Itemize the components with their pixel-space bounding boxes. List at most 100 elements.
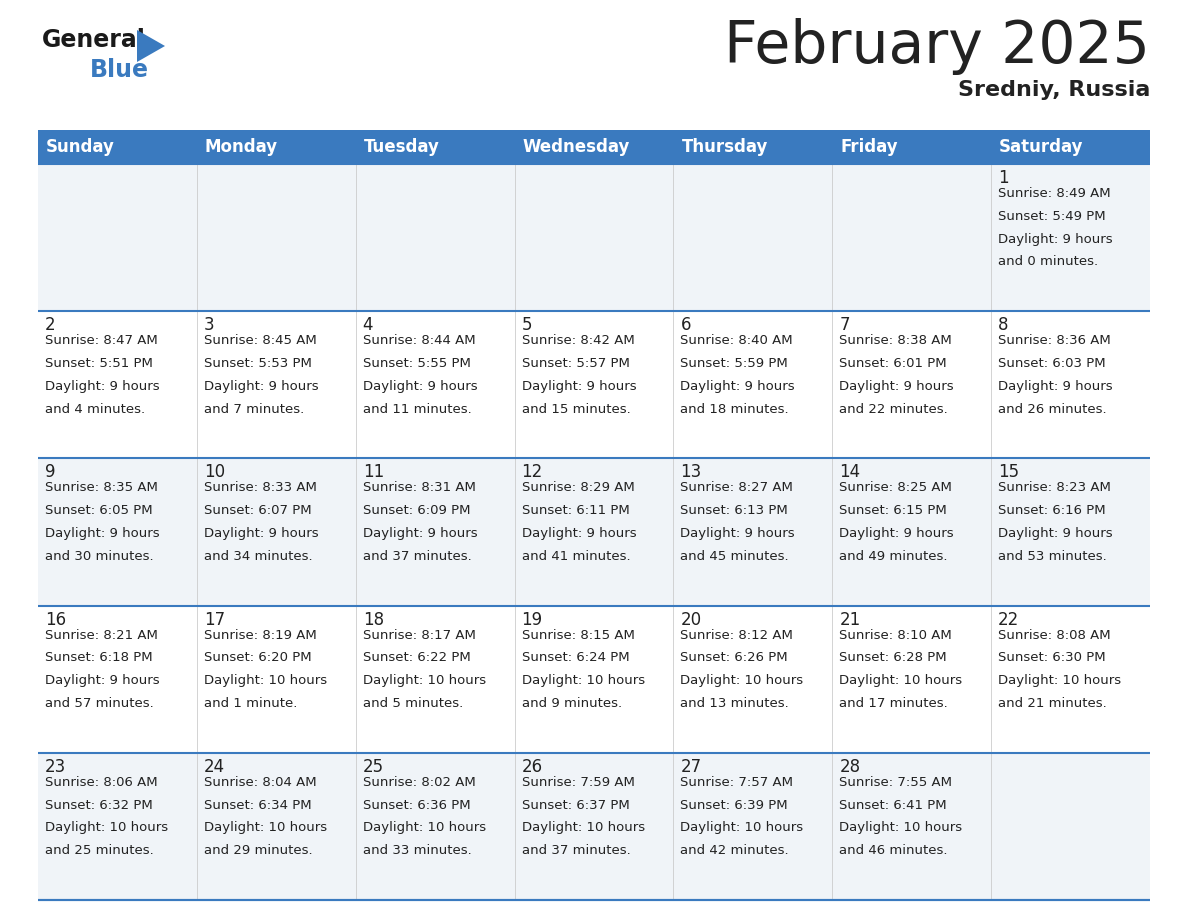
Text: Sunrise: 8:21 AM: Sunrise: 8:21 AM [45,629,158,642]
Text: Sunset: 6:36 PM: Sunset: 6:36 PM [362,799,470,812]
Text: Sunset: 6:15 PM: Sunset: 6:15 PM [839,504,947,517]
Text: and 17 minutes.: and 17 minutes. [839,697,948,710]
Text: Daylight: 10 hours: Daylight: 10 hours [681,674,803,688]
Text: Sredniy, Russia: Sredniy, Russia [958,80,1150,100]
Text: Sunset: 6:09 PM: Sunset: 6:09 PM [362,504,470,517]
Text: 20: 20 [681,610,702,629]
Text: Sunrise: 8:08 AM: Sunrise: 8:08 AM [998,629,1111,642]
Text: Sunrise: 8:49 AM: Sunrise: 8:49 AM [998,187,1111,200]
Text: and 33 minutes.: and 33 minutes. [362,845,472,857]
Text: Sunrise: 8:35 AM: Sunrise: 8:35 AM [45,481,158,495]
Text: Daylight: 9 hours: Daylight: 9 hours [522,527,637,540]
Text: and 49 minutes.: and 49 minutes. [839,550,948,563]
Text: and 42 minutes.: and 42 minutes. [681,845,789,857]
Text: Daylight: 10 hours: Daylight: 10 hours [522,822,645,834]
Text: and 9 minutes.: and 9 minutes. [522,697,621,710]
Text: Sunset: 6:13 PM: Sunset: 6:13 PM [681,504,788,517]
Text: Sunset: 5:49 PM: Sunset: 5:49 PM [998,210,1106,223]
Text: 22: 22 [998,610,1019,629]
Text: 11: 11 [362,464,384,481]
Polygon shape [137,30,165,62]
Text: 25: 25 [362,757,384,776]
Text: Daylight: 9 hours: Daylight: 9 hours [45,527,159,540]
Text: and 46 minutes.: and 46 minutes. [839,845,948,857]
Text: Sunrise: 8:25 AM: Sunrise: 8:25 AM [839,481,952,495]
Text: Sunset: 6:28 PM: Sunset: 6:28 PM [839,652,947,665]
Text: Sunset: 6:22 PM: Sunset: 6:22 PM [362,652,470,665]
Text: 17: 17 [204,610,225,629]
Text: Daylight: 10 hours: Daylight: 10 hours [839,822,962,834]
Bar [38,606,1150,753]
Text: Sunrise: 8:02 AM: Sunrise: 8:02 AM [362,776,475,789]
Text: Thursday: Thursday [682,138,767,156]
Text: Saturday: Saturday [999,138,1083,156]
Text: Sunrise: 8:36 AM: Sunrise: 8:36 AM [998,334,1111,347]
Text: Sunrise: 8:12 AM: Sunrise: 8:12 AM [681,629,794,642]
Text: Daylight: 9 hours: Daylight: 9 hours [362,380,478,393]
Text: Sunset: 6:16 PM: Sunset: 6:16 PM [998,504,1106,517]
Text: 13: 13 [681,464,702,481]
Text: Sunrise: 8:06 AM: Sunrise: 8:06 AM [45,776,158,789]
Text: Sunset: 5:57 PM: Sunset: 5:57 PM [522,357,630,370]
Text: Daylight: 9 hours: Daylight: 9 hours [362,527,478,540]
Text: Sunset: 5:55 PM: Sunset: 5:55 PM [362,357,470,370]
Text: Sunrise: 8:29 AM: Sunrise: 8:29 AM [522,481,634,495]
Text: February 2025: February 2025 [725,18,1150,75]
Text: Sunrise: 8:04 AM: Sunrise: 8:04 AM [204,776,316,789]
Text: 24: 24 [204,757,225,776]
Text: Sunset: 6:03 PM: Sunset: 6:03 PM [998,357,1106,370]
Text: Sunset: 6:11 PM: Sunset: 6:11 PM [522,504,630,517]
Bar [38,311,1150,458]
Text: 12: 12 [522,464,543,481]
Text: 18: 18 [362,610,384,629]
Text: Sunrise: 8:23 AM: Sunrise: 8:23 AM [998,481,1111,495]
Text: Sunrise: 8:10 AM: Sunrise: 8:10 AM [839,629,952,642]
Text: Daylight: 10 hours: Daylight: 10 hours [522,674,645,688]
Text: 26: 26 [522,757,543,776]
Text: Daylight: 9 hours: Daylight: 9 hours [45,380,159,393]
Text: Sunset: 6:34 PM: Sunset: 6:34 PM [204,799,311,812]
Text: Daylight: 10 hours: Daylight: 10 hours [839,674,962,688]
Text: Friday: Friday [840,138,898,156]
Text: 16: 16 [45,610,67,629]
Text: 8: 8 [998,316,1009,334]
Text: Sunrise: 8:45 AM: Sunrise: 8:45 AM [204,334,317,347]
Text: Sunset: 5:59 PM: Sunset: 5:59 PM [681,357,788,370]
Text: Daylight: 9 hours: Daylight: 9 hours [681,527,795,540]
Text: Sunrise: 7:57 AM: Sunrise: 7:57 AM [681,776,794,789]
Text: and 18 minutes.: and 18 minutes. [681,403,789,416]
Text: Sunrise: 7:55 AM: Sunrise: 7:55 AM [839,776,953,789]
Text: and 11 minutes.: and 11 minutes. [362,403,472,416]
Text: and 4 minutes.: and 4 minutes. [45,403,145,416]
Text: Daylight: 10 hours: Daylight: 10 hours [204,822,327,834]
Text: Daylight: 10 hours: Daylight: 10 hours [681,822,803,834]
Text: 19: 19 [522,610,543,629]
Text: Daylight: 10 hours: Daylight: 10 hours [998,674,1121,688]
Text: Sunset: 6:24 PM: Sunset: 6:24 PM [522,652,630,665]
Text: Wednesday: Wednesday [523,138,630,156]
Text: Blue: Blue [90,58,148,82]
Text: Sunrise: 7:59 AM: Sunrise: 7:59 AM [522,776,634,789]
Text: 23: 23 [45,757,67,776]
Text: and 41 minutes.: and 41 minutes. [522,550,630,563]
Text: Sunrise: 8:19 AM: Sunrise: 8:19 AM [204,629,317,642]
Text: and 26 minutes.: and 26 minutes. [998,403,1107,416]
Text: Sunset: 6:32 PM: Sunset: 6:32 PM [45,799,153,812]
Text: Daylight: 9 hours: Daylight: 9 hours [522,380,637,393]
Text: Daylight: 9 hours: Daylight: 9 hours [998,380,1113,393]
Text: Sunset: 6:41 PM: Sunset: 6:41 PM [839,799,947,812]
Text: and 25 minutes.: and 25 minutes. [45,845,153,857]
Text: Sunset: 6:18 PM: Sunset: 6:18 PM [45,652,152,665]
Text: Sunset: 5:53 PM: Sunset: 5:53 PM [204,357,311,370]
Text: 3: 3 [204,316,215,334]
Text: and 57 minutes.: and 57 minutes. [45,697,153,710]
Text: Tuesday: Tuesday [364,138,440,156]
Text: Sunset: 6:20 PM: Sunset: 6:20 PM [204,652,311,665]
Bar [38,164,1150,311]
Text: Daylight: 9 hours: Daylight: 9 hours [998,232,1113,246]
Text: Daylight: 10 hours: Daylight: 10 hours [362,674,486,688]
Text: Sunrise: 8:31 AM: Sunrise: 8:31 AM [362,481,475,495]
Text: and 45 minutes.: and 45 minutes. [681,550,789,563]
Text: Sunset: 5:51 PM: Sunset: 5:51 PM [45,357,153,370]
Text: Sunrise: 8:17 AM: Sunrise: 8:17 AM [362,629,475,642]
